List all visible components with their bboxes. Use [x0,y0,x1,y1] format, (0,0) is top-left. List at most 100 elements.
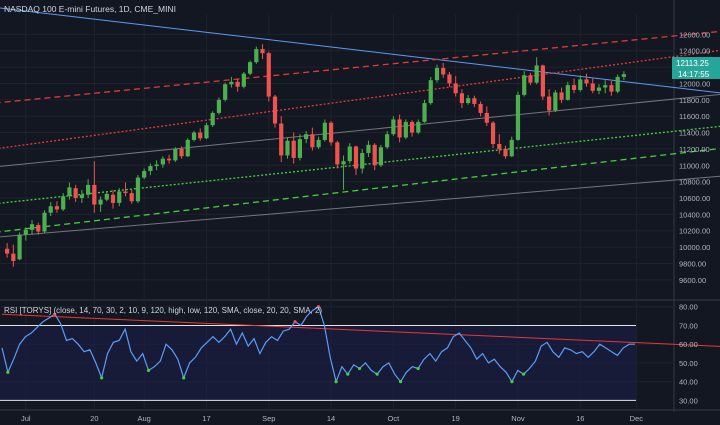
candle-body [279,123,284,156]
candle-body [241,73,246,87]
candle-body [615,76,620,92]
price-tick-label: 12600.00 [679,30,710,39]
countdown-value: 14:17:55 [678,70,710,79]
candle-body [54,206,60,210]
candle-body [297,139,303,158]
candle-body [191,132,197,140]
price-tick-label: 9800.00 [679,259,706,268]
price-tick-label: 10800.00 [679,178,710,187]
candle-body [428,80,433,104]
candle-body [328,122,334,143]
time-tick-label: 14 [327,414,335,423]
price-tick-label: 9600.00 [679,276,706,285]
trendline [0,147,720,233]
rsi-tick-label: 80.00 [679,303,698,312]
candle-body [117,191,122,203]
candle-body [173,148,178,161]
candle-body [341,161,346,165]
candle-body [509,139,514,157]
candle-body [484,112,489,123]
candle-body [79,194,84,198]
candle-body [135,177,141,202]
candle-body [129,193,134,202]
time-tick-label: Dec [630,414,644,423]
time-tick-label: Jul [21,414,31,423]
price-tick-label: 11200.00 [679,145,710,154]
candle-body [23,229,28,235]
trendline [0,30,720,104]
candle-body [372,144,377,166]
candle-layer [5,44,626,267]
price-tick-label: 12400.00 [679,47,710,56]
rsi-high-marker [293,320,297,324]
candle-body [266,53,271,97]
rsi-low-marker [357,366,362,371]
candle-body [166,158,172,161]
candle-body [540,65,545,97]
price-tick-label: 10000.00 [679,243,710,252]
candle-body [48,206,53,213]
candle-body [5,248,10,254]
candle-body [603,85,608,88]
rsi-tick-label: 60.00 [679,340,698,349]
price-tick-label: 11600.00 [679,112,710,121]
candle-body [198,132,203,139]
trendline [0,175,720,238]
candle-body [123,191,128,194]
time-tick-label: 20 [90,414,98,423]
candle-body [110,194,116,203]
candle-body [185,139,190,157]
candle-body [272,96,278,124]
candle-body [29,224,35,230]
time-tick-label: 19 [452,414,460,423]
candle-body [522,75,527,95]
candle-body [547,96,552,111]
candle-body [11,253,16,261]
candle-body [565,85,570,100]
candle-body [285,140,290,156]
time-tick-label: Sep [262,414,275,423]
price-tick-label: 10600.00 [679,194,710,203]
candle-body [397,119,402,138]
trendline [0,93,720,167]
candle-body [204,125,209,139]
candle-body [347,146,352,162]
rsi-tick-label: 70.00 [679,321,698,330]
candle-body [223,84,228,100]
candle-body [142,171,147,178]
rsi-title: RSI [TORYS] (close, 14, 70, 30, 2, 10, 9… [4,306,322,315]
candle-body [409,121,415,133]
candle-body [497,144,502,149]
candle-body [534,65,539,83]
trendline-layer[interactable] [0,7,720,238]
candle-body [391,119,396,135]
candle-body [36,225,41,232]
time-tick-label: Oct [388,414,401,423]
candle-body [104,193,109,200]
candle-body [148,166,153,171]
candle-body [98,199,103,205]
candle-body [247,62,253,74]
candle-body [73,188,78,198]
candle-body [304,134,309,140]
candle-body [447,74,452,84]
rsi-low-marker [100,376,104,380]
candle-body [571,85,577,90]
last-price-value: 12113.25 [676,59,709,68]
rsi-tick-label: 40.00 [679,378,698,387]
candle-body [459,93,465,104]
candle-body [42,212,47,232]
candle-body [453,83,458,94]
candle-body [503,148,508,157]
rsi-high-marker [53,312,57,316]
candle-body [210,112,215,126]
rsi-layer [0,305,720,401]
candle-body [86,184,91,195]
rsi-low-marker [398,380,403,384]
rsi-tick-label: 30.00 [679,396,698,405]
rsi-low-marker [6,370,10,374]
candle-body [590,83,595,91]
candle-body [179,148,184,157]
candle-body [92,184,97,205]
